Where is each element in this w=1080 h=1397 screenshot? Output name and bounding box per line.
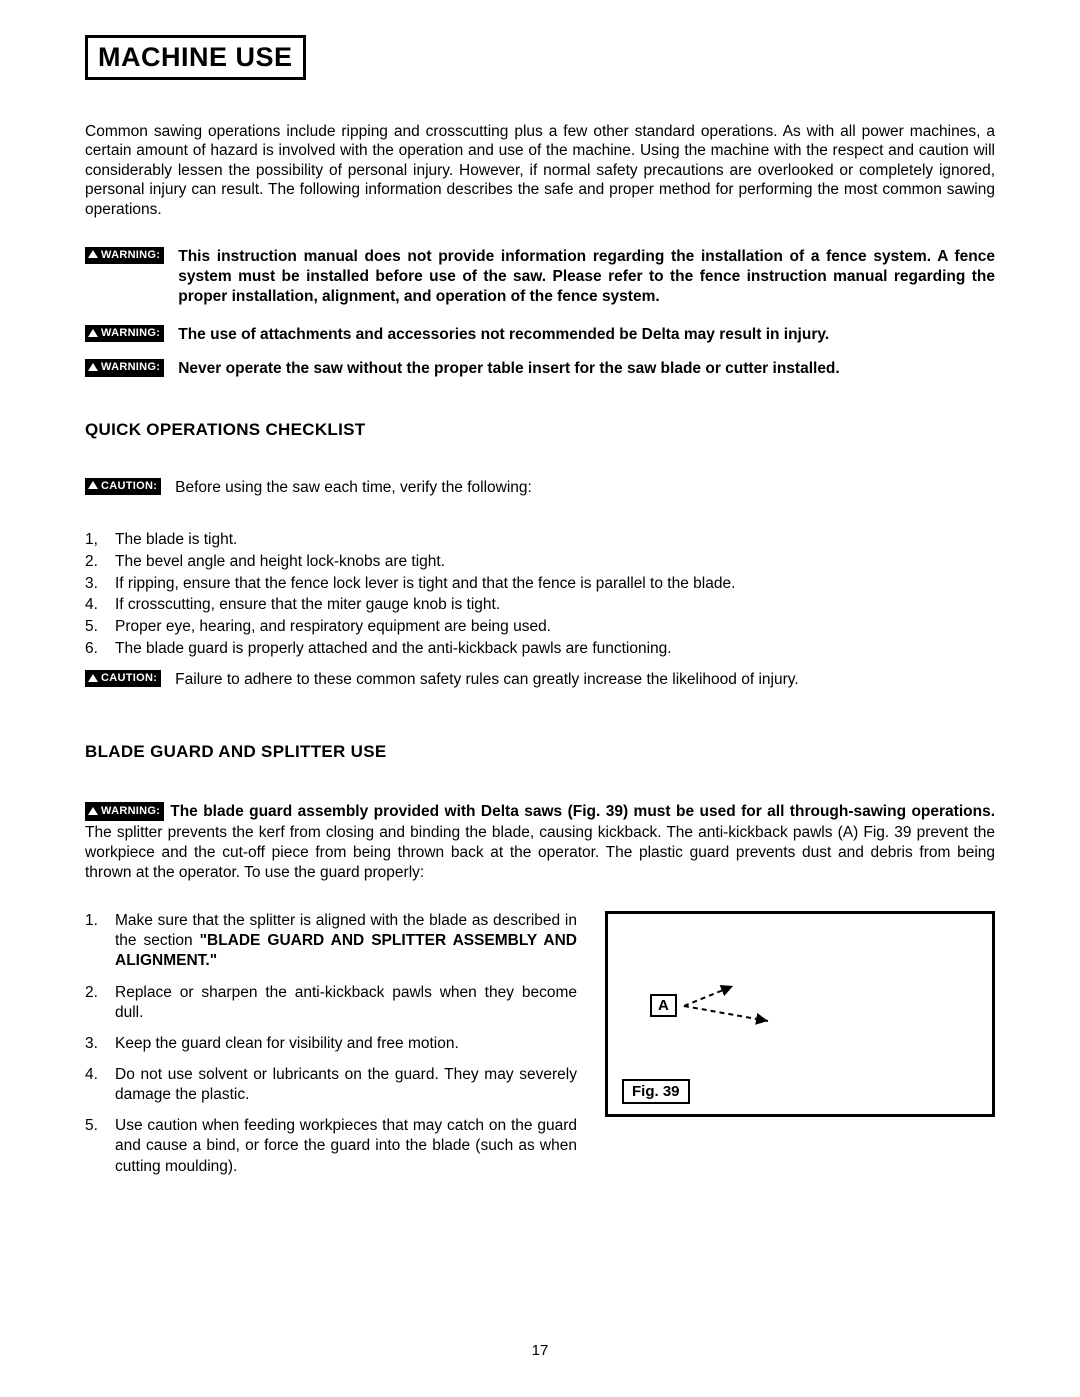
page: MACHINE USE Common sawing operations inc… bbox=[0, 0, 1080, 1188]
intro-paragraph: Common sawing operations include ripping… bbox=[85, 122, 995, 219]
list-number: 1. bbox=[85, 911, 115, 971]
page-number: 17 bbox=[0, 1342, 1080, 1359]
warning-text: Never operate the saw without the proper… bbox=[178, 359, 995, 379]
page-title: MACHINE USE bbox=[98, 42, 293, 73]
list-number: 3. bbox=[85, 574, 115, 595]
warning-3: WARNING: Never operate the saw without t… bbox=[85, 359, 995, 379]
two-column: 1. Make sure that the splitter is aligne… bbox=[85, 911, 995, 1188]
warning-badge: WARNING: bbox=[85, 359, 164, 376]
section-quick-checklist: QUICK OPERATIONS CHECKLIST bbox=[85, 420, 995, 440]
warning-triangle-icon bbox=[88, 329, 98, 337]
caution-2: CAUTION: Failure to adhere to these comm… bbox=[85, 670, 995, 690]
figure-39: A Fig. 39 bbox=[605, 911, 995, 1117]
figure-label-a: A bbox=[650, 994, 677, 1017]
caution-text: Before using the saw each time, verify t… bbox=[175, 478, 995, 498]
list-number: 4. bbox=[85, 595, 115, 616]
warning-text: The use of attachments and accessories n… bbox=[178, 325, 995, 345]
list-text: The blade is tight. bbox=[115, 530, 995, 551]
warning-label: WARNING: bbox=[101, 361, 160, 374]
caution-label: CAUTION: bbox=[101, 672, 157, 685]
list-item: 5. Use caution when feeding workpieces t… bbox=[85, 1116, 577, 1176]
list-item: 6.The blade guard is properly attached a… bbox=[85, 639, 995, 660]
warning-1: WARNING: This instruction manual does no… bbox=[85, 247, 995, 307]
list-item: 5.Proper eye, hearing, and respiratory e… bbox=[85, 617, 995, 638]
list-number: 5. bbox=[85, 1116, 115, 1176]
list-number: 2. bbox=[85, 983, 115, 1023]
caution-badge: CAUTION: bbox=[85, 670, 161, 687]
list-text: Make sure that the splitter is aligned w… bbox=[115, 911, 577, 971]
warning-badge: WARNING: bbox=[85, 247, 164, 264]
blade-guard-paragraph: WARNING: The blade guard assembly provide… bbox=[85, 802, 995, 883]
blade-bold: The blade guard assembly provided with D… bbox=[170, 804, 995, 821]
caution-text: Failure to adhere to these common safety… bbox=[175, 670, 995, 690]
figure-caption: Fig. 39 bbox=[622, 1079, 690, 1104]
list-text: The blade guard is properly attached and… bbox=[115, 639, 995, 660]
list-text: Do not use solvent or lubricants on the … bbox=[115, 1065, 577, 1105]
warning-triangle-icon bbox=[88, 481, 98, 489]
list-text: If crosscutting, ensure that the miter g… bbox=[115, 595, 995, 616]
list-item: 2.The bevel angle and height lock-knobs … bbox=[85, 552, 995, 573]
list-number: 3. bbox=[85, 1034, 115, 1054]
warning-text: This instruction manual does not provide… bbox=[178, 247, 995, 307]
warning-badge: WARNING: bbox=[85, 325, 164, 342]
list-text: The bevel angle and height lock-knobs ar… bbox=[115, 552, 995, 573]
list-text: Replace or sharpen the anti-kickback paw… bbox=[115, 983, 577, 1023]
warning-label: WARNING: bbox=[101, 804, 160, 818]
list-item: 4.If crosscutting, ensure that the miter… bbox=[85, 595, 995, 616]
list-text: If ripping, ensure that the fence lock l… bbox=[115, 574, 995, 595]
section-blade-guard: BLADE GUARD AND SPLITTER USE bbox=[85, 742, 995, 762]
list-item: 3.If ripping, ensure that the fence lock… bbox=[85, 574, 995, 595]
warning-triangle-icon bbox=[88, 807, 98, 815]
warning-label: WARNING: bbox=[101, 249, 160, 262]
caution-1: CAUTION: Before using the saw each time,… bbox=[85, 478, 995, 498]
list-number: 5. bbox=[85, 617, 115, 638]
list-item: 2. Replace or sharpen the anti-kickback … bbox=[85, 983, 577, 1023]
list-text: Use caution when feeding workpieces that… bbox=[115, 1116, 577, 1176]
steps-column: 1. Make sure that the splitter is aligne… bbox=[85, 911, 577, 1188]
figure-column: A Fig. 39 bbox=[605, 911, 995, 1188]
list-number: 6. bbox=[85, 639, 115, 660]
caution-badge: CAUTION: bbox=[85, 478, 161, 495]
list-number: 1, bbox=[85, 530, 115, 551]
list-text: Keep the guard clean for visibility and … bbox=[115, 1034, 577, 1054]
warning-2: WARNING: The use of attachments and acce… bbox=[85, 325, 995, 345]
caution-label: CAUTION: bbox=[101, 480, 157, 493]
title-box: MACHINE USE bbox=[85, 35, 306, 80]
warning-label: WARNING: bbox=[101, 327, 160, 340]
list-item: 1,The blade is tight. bbox=[85, 530, 995, 551]
warning-triangle-icon bbox=[88, 363, 98, 371]
warning-badge: WARNING: bbox=[85, 802, 164, 820]
list-number: 2. bbox=[85, 552, 115, 573]
warning-triangle-icon bbox=[88, 250, 98, 258]
warning-triangle-icon bbox=[88, 674, 98, 682]
list-item: 3. Keep the guard clean for visibility a… bbox=[85, 1034, 577, 1054]
checklist: 1,The blade is tight. 2.The bevel angle … bbox=[85, 530, 995, 661]
list-item: 4. Do not use solvent or lubricants on t… bbox=[85, 1065, 577, 1105]
list-item: 1. Make sure that the splitter is aligne… bbox=[85, 911, 577, 971]
list-text: Proper eye, hearing, and respiratory equ… bbox=[115, 617, 995, 638]
list-number: 4. bbox=[85, 1065, 115, 1105]
blade-rest: The splitter prevents the kerf from clos… bbox=[85, 824, 995, 881]
figure-diagram-icon bbox=[678, 976, 798, 1036]
